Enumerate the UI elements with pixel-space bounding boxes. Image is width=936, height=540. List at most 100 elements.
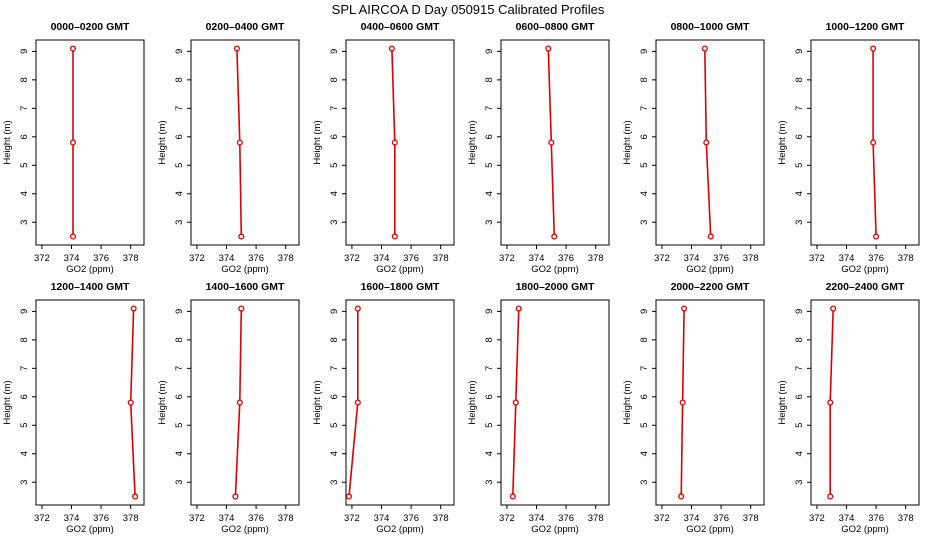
plot-frame bbox=[655, 299, 765, 506]
data-point bbox=[345, 493, 353, 500]
profile-panel-2: 0200–0400 GMT 372 374 376 378 GO2 (ppm) 3 4 5 6 7 8… bbox=[157, 21, 300, 275]
x-tick-label: 374 bbox=[64, 253, 80, 264]
data-point bbox=[233, 45, 240, 52]
panel-title: 0600–0800 GMT bbox=[516, 21, 595, 33]
x-tick-label: 374 bbox=[839, 513, 855, 524]
data-point bbox=[827, 399, 834, 406]
y-tick-label: 5 bbox=[19, 423, 30, 428]
data-point bbox=[127, 399, 134, 406]
x-tick-label: 372 bbox=[809, 513, 825, 524]
profile-panel-5: 0800–1000 GMT 372 374 376 378 GO2 (ppm) 3 4 5 6 7 8… bbox=[622, 21, 765, 275]
y-tick-label: 8 bbox=[174, 337, 185, 342]
x-axis-label: GO2 (ppm) bbox=[376, 524, 424, 535]
x-tick-label: 372 bbox=[499, 253, 515, 264]
y-tick-label: 6 bbox=[19, 134, 30, 139]
y-tick-label: 8 bbox=[329, 337, 340, 342]
x-tick-label: 374 bbox=[839, 253, 855, 264]
y-tick-label: 3 bbox=[639, 220, 650, 225]
x-tick-label: 376 bbox=[403, 513, 419, 524]
data-point bbox=[681, 305, 688, 312]
y-axis-label: Height (m) bbox=[467, 120, 478, 164]
x-tick-label: 376 bbox=[248, 513, 264, 524]
x-tick-label: 378 bbox=[123, 513, 139, 524]
y-tick-label: 6 bbox=[484, 134, 495, 139]
panel-title: 2000–2200 GMT bbox=[671, 281, 750, 293]
x-tick-label: 376 bbox=[93, 253, 109, 264]
y-tick-label: 8 bbox=[794, 337, 805, 342]
data-point bbox=[830, 305, 837, 312]
y-tick-label: 9 bbox=[484, 49, 495, 54]
y-tick-label: 3 bbox=[19, 220, 30, 225]
profile-panel-1: 0000–0200 GMT 372 374 376 378 GO2 (ppm) 3 4 5 6 7 8… bbox=[2, 21, 145, 275]
data-point bbox=[130, 305, 137, 312]
x-tick-label: 378 bbox=[278, 513, 294, 524]
x-axis-label: GO2 (ppm) bbox=[376, 264, 424, 275]
data-point bbox=[873, 233, 880, 240]
y-tick-label: 8 bbox=[639, 77, 650, 82]
data-point bbox=[238, 233, 245, 240]
y-tick-label: 5 bbox=[639, 163, 650, 168]
x-tick-label: 378 bbox=[588, 253, 604, 264]
x-tick-label: 374 bbox=[219, 513, 235, 524]
data-point bbox=[679, 399, 686, 406]
data-point bbox=[69, 139, 77, 146]
plot-frame bbox=[35, 299, 145, 506]
y-tick-label: 4 bbox=[639, 191, 650, 196]
y-tick-label: 7 bbox=[174, 366, 185, 371]
x-axis-label: GO2 (ppm) bbox=[221, 264, 269, 275]
data-point bbox=[354, 399, 361, 406]
plot-frame bbox=[500, 299, 610, 506]
y-tick-label: 4 bbox=[329, 191, 340, 196]
panel-title: 1600–1800 GMT bbox=[361, 281, 440, 293]
y-tick-label: 4 bbox=[174, 191, 185, 196]
x-tick-label: 378 bbox=[898, 513, 914, 524]
y-tick-label: 6 bbox=[484, 394, 495, 399]
plot-frame bbox=[190, 39, 300, 246]
y-tick-label: 5 bbox=[794, 423, 805, 428]
plot-frame bbox=[655, 39, 765, 246]
x-tick-label: 378 bbox=[743, 253, 759, 264]
x-tick-label: 378 bbox=[278, 253, 294, 264]
y-tick-label: 6 bbox=[19, 394, 30, 399]
x-tick-label: 376 bbox=[868, 513, 884, 524]
panel-title: 0200–0400 GMT bbox=[206, 21, 285, 33]
data-point bbox=[548, 139, 555, 146]
x-tick-label: 376 bbox=[558, 253, 574, 264]
y-tick-label: 6 bbox=[329, 134, 340, 139]
y-tick-label: 3 bbox=[484, 220, 495, 225]
y-tick-label: 7 bbox=[794, 106, 805, 111]
data-point bbox=[232, 493, 239, 500]
y-axis-label: Height (m) bbox=[777, 380, 788, 424]
x-tick-label: 374 bbox=[529, 253, 545, 264]
y-tick-label: 3 bbox=[329, 480, 340, 485]
x-tick-label: 374 bbox=[219, 253, 235, 264]
panel-title: 1000–1200 GMT bbox=[826, 21, 905, 33]
y-tick-label: 4 bbox=[639, 451, 650, 456]
x-tick-label: 376 bbox=[93, 513, 109, 524]
x-tick-label: 372 bbox=[499, 513, 515, 524]
y-tick-label: 7 bbox=[329, 366, 340, 371]
x-tick-label: 374 bbox=[64, 513, 80, 524]
x-axis-label: GO2 (ppm) bbox=[686, 524, 734, 535]
y-tick-label: 3 bbox=[794, 480, 805, 485]
data-point bbox=[391, 233, 398, 240]
profile-panel-9: 1600–1800 GMT 372 374 376 378 GO2 (ppm) 3 4 5 6 7 8… bbox=[312, 281, 455, 535]
y-tick-label: 8 bbox=[794, 77, 805, 82]
x-tick-label: 372 bbox=[34, 513, 50, 524]
plot-frame bbox=[810, 299, 920, 506]
plot-frame bbox=[345, 299, 455, 506]
data-point bbox=[69, 45, 77, 52]
y-tick-label: 6 bbox=[174, 134, 185, 139]
y-tick-label: 5 bbox=[484, 423, 495, 428]
y-tick-label: 4 bbox=[484, 451, 495, 456]
y-tick-label: 3 bbox=[174, 220, 185, 225]
x-tick-label: 376 bbox=[713, 513, 729, 524]
y-tick-label: 6 bbox=[329, 394, 340, 399]
y-tick-label: 9 bbox=[329, 309, 340, 314]
y-tick-label: 9 bbox=[329, 49, 340, 54]
plot-frame bbox=[345, 39, 455, 246]
x-tick-label: 374 bbox=[374, 253, 390, 264]
x-axis-label: GO2 (ppm) bbox=[841, 524, 889, 535]
y-tick-label: 9 bbox=[484, 309, 495, 314]
y-tick-label: 3 bbox=[794, 220, 805, 225]
